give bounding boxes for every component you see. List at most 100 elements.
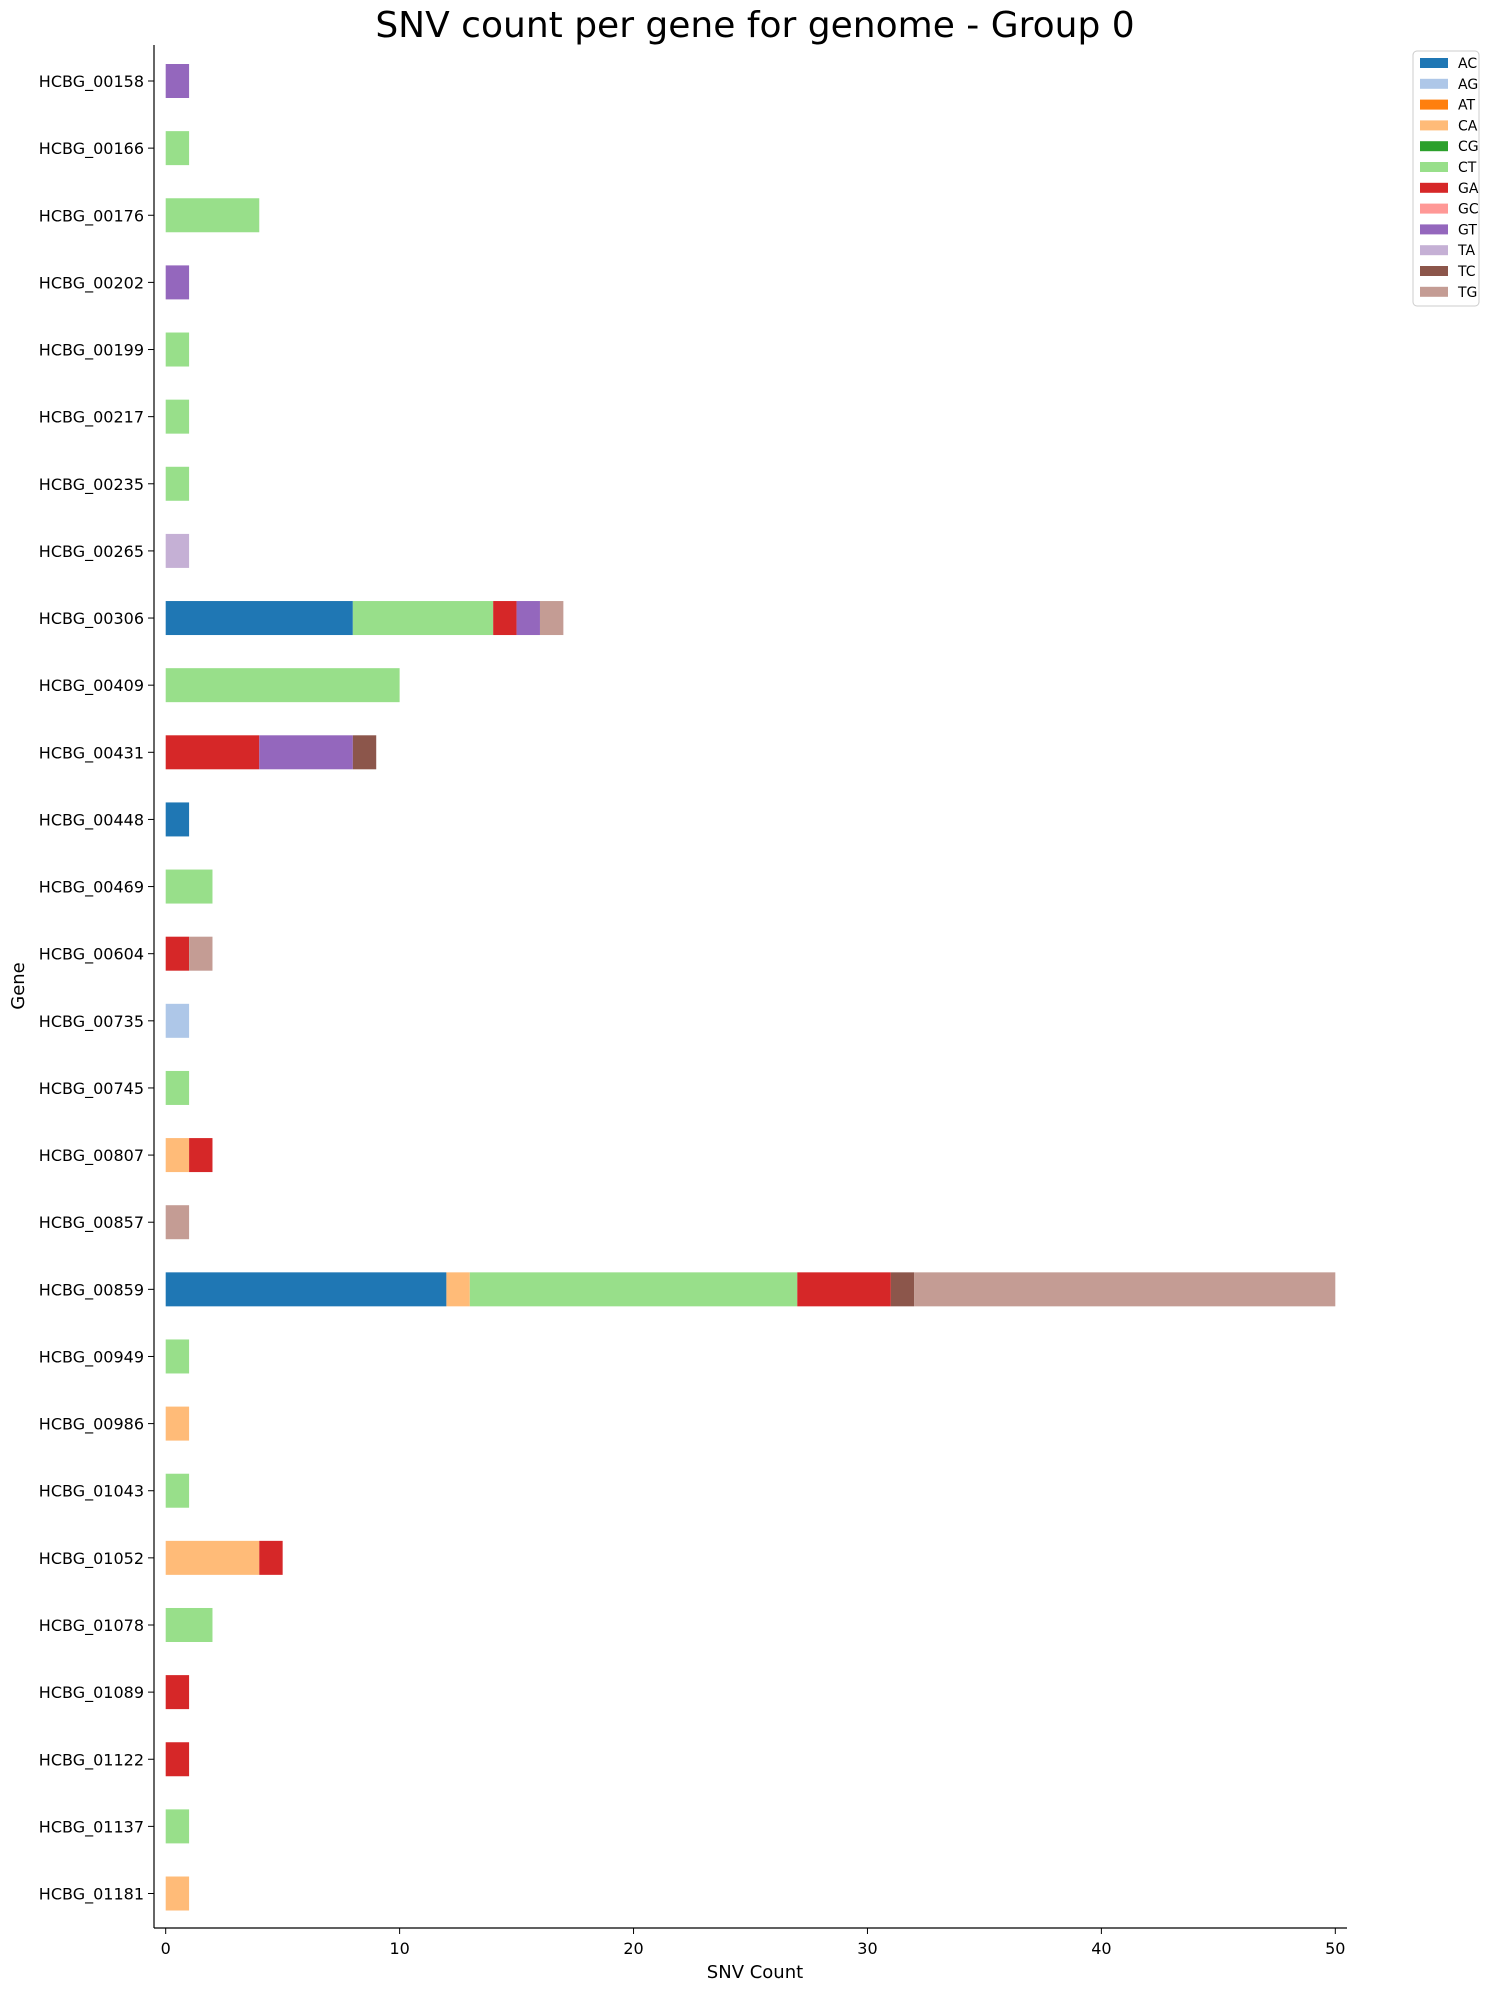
y-tick-label: HCBG_01089 [39,1683,144,1703]
y-tick-label: HCBG_01181 [39,1885,144,1905]
bar-segment-ct [165,668,400,703]
bar-segment-ac [165,1272,447,1307]
bar-segment-tc [352,735,377,770]
y-axis-label: Gene [8,962,29,1010]
y-tick-label: HCBG_00807 [39,1146,144,1166]
x-tick-label: 50 [1325,1939,1345,1958]
y-tick-label: HCBG_00202 [39,273,144,293]
bar-segment-ct [165,1809,190,1844]
legend-label: GT [1458,222,1477,238]
y-tick-label: HCBG_00859 [39,1280,144,1300]
bar-segment-ct [165,131,190,166]
y-tick-label: HCBG_00166 [39,139,144,159]
bar-segment-ga [165,936,190,971]
bar-segment-ag [165,1003,190,1038]
legend-label: CG [1458,139,1479,155]
y-tick-label: HCBG_00409 [39,676,144,696]
bar-segment-ct [165,1339,190,1374]
bar-segment-ct [165,198,260,233]
y-tick-label: HCBG_00986 [39,1415,144,1435]
bar-segment-gt [165,265,190,300]
bar-segment-ct [165,1070,190,1105]
bar-segment-ct [165,1607,213,1642]
y-tick-label: HCBG_00306 [39,609,144,629]
legend-label: TC [1457,264,1476,280]
bar-segment-ac [165,802,190,837]
legend-swatch-tc [1420,266,1448,276]
y-tick-label: HCBG_00217 [39,408,144,428]
x-tick-label: 0 [161,1939,171,1958]
y-tick-label: HCBG_01137 [39,1817,144,1837]
chart-title: SNV count per gene for genome - Group 0 [375,5,1134,46]
legend-swatch-ga [1420,182,1448,193]
bar-segment-ct [352,601,494,636]
legend-label: TA [1457,243,1475,259]
x-axis-ticks: 0 10 20 30 40 50 [161,1928,1345,1958]
y-tick-label: HCBG_01052 [39,1549,144,1569]
bar-segment-ca [165,1406,190,1441]
legend-label: TG [1457,285,1477,301]
y-tick-label: HCBG_00745 [39,1079,144,1099]
bar-segment-gt [259,735,353,770]
bar-segment-ga [493,601,517,636]
bar-segment-ct [165,869,213,904]
bar-segment-ca [446,1272,470,1307]
bar-segment-ga [259,1540,283,1575]
legend-swatch-ca [1420,120,1448,131]
legend-label: AG [1458,77,1478,93]
legend-label: GA [1458,181,1479,197]
legend-swatch-gt [1420,224,1448,235]
bar-segment-ga [797,1272,891,1307]
legend-label: AC [1458,56,1477,72]
bar-segment-ta [165,533,190,568]
bar-segment-ga [165,1742,190,1777]
y-tick-label: HCBG_00469 [39,878,144,898]
x-tick-label: 20 [623,1939,643,1958]
y-tick-label: HCBG_01078 [39,1616,144,1636]
y-tick-label: HCBG_00604 [39,945,144,965]
x-tick-label: 10 [389,1939,409,1958]
legend-swatch-at [1420,99,1448,110]
y-tick-label: HCBG_00857 [39,1213,144,1233]
y-tick-label: HCBG_00176 [39,206,144,226]
legend-swatch-ac [1420,58,1448,68]
y-tick-label: HCBG_00265 [39,542,144,562]
bar-segment-ac [165,601,353,636]
x-axis-label: SNV Count [707,1962,803,1983]
y-tick-label: HCBG_00735 [39,1012,144,1032]
y-tick-label: HCBG_00431 [39,743,144,763]
bar-segment-ct [165,1473,190,1508]
legend-frame [1412,50,1480,307]
y-tick-label: HCBG_00235 [39,475,144,495]
legend-swatch-ta [1420,245,1448,256]
bar-segment-tc [890,1272,915,1307]
legend-label: AT [1458,98,1475,114]
bar-segment-ca [165,1138,190,1173]
bar-segment-ga [165,1675,190,1710]
legend: AC AG AT CA CG CT GA GC GT TA TC TG [1412,50,1480,307]
bar-segment-tg [539,601,564,636]
bar-segment-ca [165,1540,260,1575]
bar-segment-gt [516,601,540,636]
bar-segment-ct [165,332,190,367]
bar-segment-ca [165,1876,190,1911]
bar-segment-ct [165,466,190,501]
y-tick-label: HCBG_00448 [39,810,144,830]
bar-segment-tg [914,1272,1336,1307]
bar-segment-tg [165,1205,190,1240]
bar-segment-tg [189,936,213,971]
bar-segment-ga [165,735,260,770]
y-axis-ticks: HCBG_00158 HCBG_00166 HCBG_00176 HCBG_00202… [39,72,154,1905]
bar-segment-ct [469,1272,798,1307]
legend-swatch-tg [1420,286,1448,297]
legend-label: CA [1458,118,1478,134]
legend-label: GC [1458,202,1479,218]
x-tick-label: 30 [857,1939,877,1958]
y-tick-label: HCBG_01122 [39,1750,144,1770]
bar-segment-ga [189,1138,213,1173]
bars-group [165,64,1336,1911]
y-tick-label: HCBG_00949 [39,1347,144,1367]
y-tick-label: HCBG_01043 [39,1482,144,1502]
y-tick-label: HCBG_00199 [39,341,144,361]
